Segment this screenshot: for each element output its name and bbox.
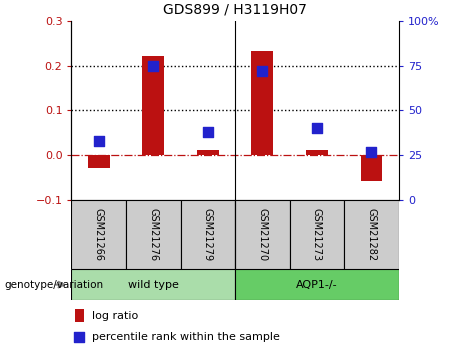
Bar xyxy=(71,269,235,300)
Bar xyxy=(306,150,328,155)
Point xyxy=(76,335,83,340)
Bar xyxy=(235,269,399,300)
Text: GSM21279: GSM21279 xyxy=(203,208,213,261)
Text: GSM21270: GSM21270 xyxy=(257,208,267,261)
Bar xyxy=(181,200,235,269)
Text: AQP1-/-: AQP1-/- xyxy=(296,280,338,289)
Bar xyxy=(235,200,290,269)
Point xyxy=(259,68,266,74)
Point xyxy=(313,126,321,131)
Text: genotype/variation: genotype/variation xyxy=(5,280,104,289)
Bar xyxy=(344,200,399,269)
Point xyxy=(368,149,375,155)
Bar xyxy=(71,200,126,269)
Text: wild type: wild type xyxy=(128,280,179,289)
Point xyxy=(95,138,102,144)
Bar xyxy=(126,200,181,269)
Text: log ratio: log ratio xyxy=(92,311,138,321)
Text: GSM21266: GSM21266 xyxy=(94,208,104,261)
Text: GSM21282: GSM21282 xyxy=(366,208,377,261)
Point xyxy=(149,63,157,68)
Bar xyxy=(252,51,273,155)
Bar xyxy=(361,155,382,181)
Title: GDS899 / H3119H07: GDS899 / H3119H07 xyxy=(163,3,307,17)
Bar xyxy=(290,200,344,269)
Text: GSM21273: GSM21273 xyxy=(312,208,322,261)
Bar xyxy=(75,309,84,323)
Bar xyxy=(88,155,110,168)
Bar xyxy=(197,150,219,155)
Text: percentile rank within the sample: percentile rank within the sample xyxy=(92,332,280,342)
Bar xyxy=(142,56,164,155)
Point xyxy=(204,129,212,135)
Text: GSM21276: GSM21276 xyxy=(148,208,158,261)
